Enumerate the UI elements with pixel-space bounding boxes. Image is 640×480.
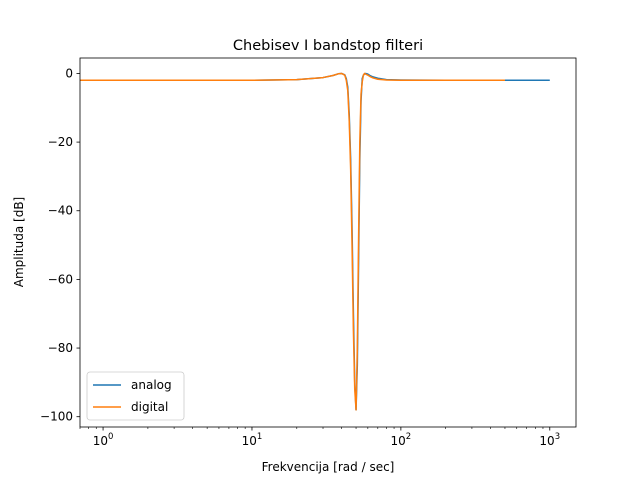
y-tick-label: −40 <box>48 204 73 218</box>
x-tick-label: 100 <box>93 432 114 448</box>
y-tick-label: −20 <box>48 135 73 149</box>
y-tick-label: 0 <box>65 66 73 80</box>
y-axis-label: Amplituda [dB] <box>12 197 26 288</box>
y-axis-ticks: 0 −20 −40 −60 −80 −100 <box>40 66 80 424</box>
x-tick-label: 102 <box>391 432 412 448</box>
legend-label-digital: digital <box>131 400 168 414</box>
axes-frame <box>79 57 577 428</box>
legend: analog digital <box>86 371 185 421</box>
y-tick-label: −80 <box>48 341 73 355</box>
chart-title: Chebisev I bandstop filteri <box>233 38 423 54</box>
x-tick-label: 103 <box>539 432 560 448</box>
series-line-digital <box>80 72 505 411</box>
legend-box <box>86 371 185 421</box>
legend-label-analog: analog <box>131 378 172 392</box>
y-tick-label: −60 <box>48 272 73 286</box>
y-tick-label: −100 <box>40 410 73 424</box>
x-axis-ticks: 100 101 102 103 <box>79 427 560 448</box>
x-axis-label: Frekvencija [rad / sec] <box>262 460 395 474</box>
plot-area <box>80 72 550 411</box>
x-tick-label: 101 <box>242 432 263 448</box>
